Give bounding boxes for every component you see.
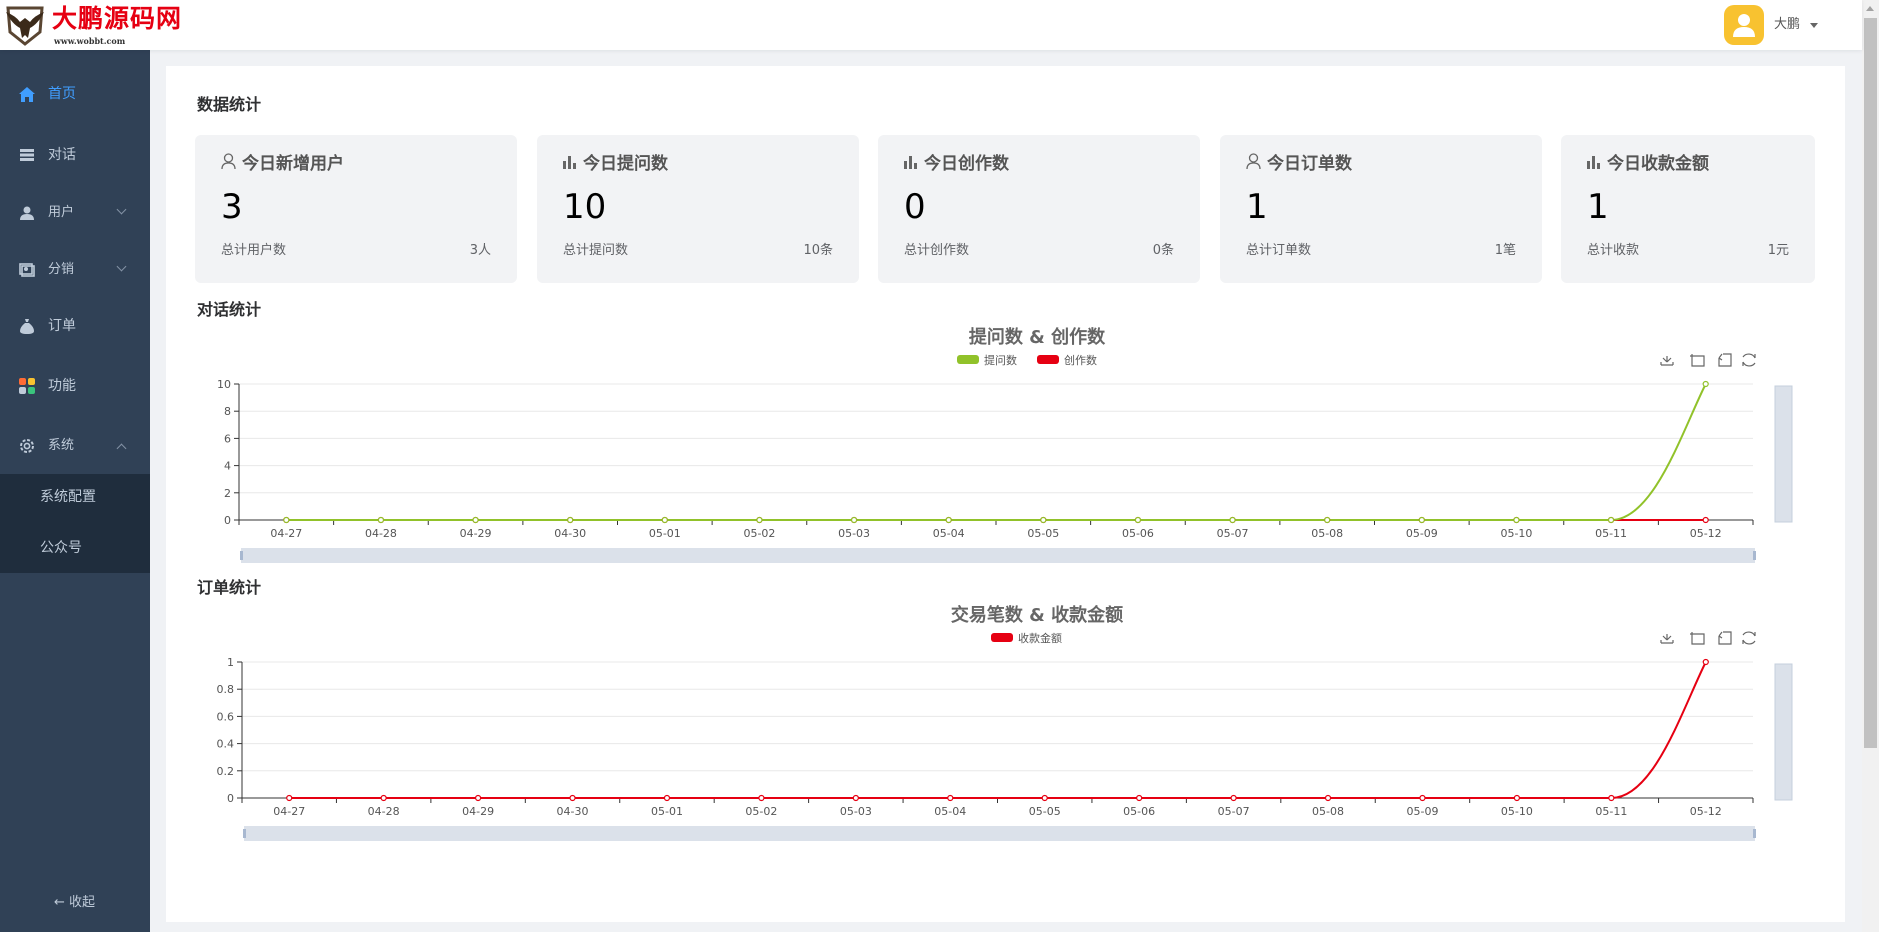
sidebar-item-orders[interactable]: 订单 — [0, 301, 150, 351]
scrollbar-thumb[interactable] — [1864, 18, 1877, 748]
stat-card: 今日提问数 10 总计提问数 10条 — [537, 135, 859, 283]
stat-value: 3 — [221, 187, 243, 227]
page-scrollbar[interactable] — [1862, 0, 1879, 932]
avatar[interactable] — [1723, 5, 1764, 45]
stat-title-text: 今日提问数 — [583, 154, 668, 174]
stat-title-text: 今日收款金额 — [1607, 154, 1709, 174]
sidebar-item-users[interactable]: 用户 — [0, 188, 150, 238]
stat-title: 今日提问数 — [563, 153, 668, 175]
stat-total-value: 1笔 — [1494, 243, 1516, 258]
sidebar-item-label: 对话 — [48, 147, 76, 163]
sidebar-subitem-system-config[interactable]: 系统配置 — [40, 489, 96, 505]
sidebar-subitem-official-account[interactable]: 公众号 — [40, 540, 82, 556]
stat-total-label: 总计提问数 — [563, 243, 629, 258]
apps-icon — [18, 377, 36, 395]
logo[interactable]: 大鹏源码网 www.wobbt.com — [4, 2, 204, 48]
stat-total-label: 总计用户数 — [221, 243, 287, 258]
user-name: 大鹏 — [1773, 17, 1800, 33]
stat-total-label: 总计收款 — [1587, 243, 1640, 258]
bar-chart-icon — [563, 153, 577, 175]
sidebar-item-label: 订单 — [48, 318, 76, 334]
user-outline-icon — [1246, 153, 1261, 175]
scroll-up-icon[interactable] — [1866, 6, 1874, 11]
eagle-logo-icon — [6, 6, 44, 46]
list-icon — [18, 146, 36, 164]
stat-value: 1 — [1246, 187, 1268, 227]
sidebar-item-label: 用户 — [48, 205, 75, 220]
stat-total-value: 10条 — [803, 243, 833, 258]
stat-value: 10 — [563, 187, 607, 227]
logo-url: www.wobbt.com — [54, 36, 126, 46]
bar-chart-icon — [904, 153, 918, 175]
sidebar-item-label: 分销 — [48, 262, 75, 277]
stat-total-value: 1元 — [1767, 243, 1789, 258]
top-header: 大鹏源码网 www.wobbt.com 大鹏 — [0, 0, 1862, 50]
stat-total-value: 3人 — [469, 243, 491, 258]
sidebar-item-distribution[interactable]: 分销 — [0, 245, 150, 295]
chevron-up-icon — [116, 443, 127, 454]
chevron-down-icon — [116, 261, 127, 272]
section-title-chat: 对话统计 — [197, 300, 262, 319]
section-title-stats: 数据统计 — [197, 95, 262, 114]
stat-title-text: 今日创作数 — [924, 154, 1009, 174]
stat-title-text: 今日新增用户 — [242, 154, 344, 174]
sidebar-item-system[interactable]: 系统 — [0, 421, 150, 471]
stat-title: 今日新增用户 — [221, 153, 344, 175]
stat-total-label: 总计创作数 — [904, 243, 970, 258]
sidebar-item-label: 系统 — [48, 438, 75, 453]
logo-text: 大鹏源码网 — [52, 4, 183, 33]
stat-total-label: 总计订单数 — [1246, 243, 1312, 258]
sidebar: 首页 对话 用户 分销 订单 功能 系统 系统配置 公众号 ← 收起 — [0, 50, 150, 932]
system-submenu: 系统配置 公众号 — [0, 474, 150, 573]
stat-title: 今日订单数 — [1246, 153, 1352, 175]
stat-value: 0 — [904, 187, 926, 227]
sidebar-item-home[interactable]: 首页 — [0, 69, 150, 119]
stat-title: 今日创作数 — [904, 153, 1009, 175]
stat-total-value: 0条 — [1152, 243, 1174, 258]
stat-title: 今日收款金额 — [1587, 153, 1709, 175]
gear-icon — [18, 437, 36, 455]
home-icon — [18, 85, 36, 103]
stat-card: 今日收款金额 1 总计收款 1元 — [1561, 135, 1815, 283]
collapse-sidebar-button[interactable]: ← 收起 — [54, 895, 96, 910]
caret-down-icon[interactable] — [1810, 22, 1818, 28]
stat-card: 今日创作数 0 总计创作数 0条 — [878, 135, 1200, 283]
user-icon — [18, 204, 36, 222]
money-bag-icon — [18, 317, 36, 335]
sidebar-item-label: 首页 — [48, 86, 76, 102]
sidebar-item-label: 功能 — [48, 378, 76, 394]
sidebar-item-chat[interactable]: 对话 — [0, 130, 150, 180]
section-title-orders: 订单统计 — [197, 578, 262, 597]
stat-title-text: 今日订单数 — [1267, 154, 1352, 174]
distribution-icon — [18, 261, 36, 279]
user-outline-icon — [221, 153, 236, 175]
stat-card: 今日新增用户 3 总计用户数 3人 — [195, 135, 517, 283]
chevron-down-icon — [116, 204, 127, 215]
user-avatar-icon — [1732, 14, 1755, 37]
user-menu[interactable]: 大鹏 — [1723, 5, 1818, 45]
bar-chart-icon — [1587, 153, 1601, 175]
stat-value: 1 — [1587, 187, 1609, 227]
stat-card: 今日订单数 1 总计订单数 1笔 — [1220, 135, 1542, 283]
sidebar-item-features[interactable]: 功能 — [0, 361, 150, 411]
